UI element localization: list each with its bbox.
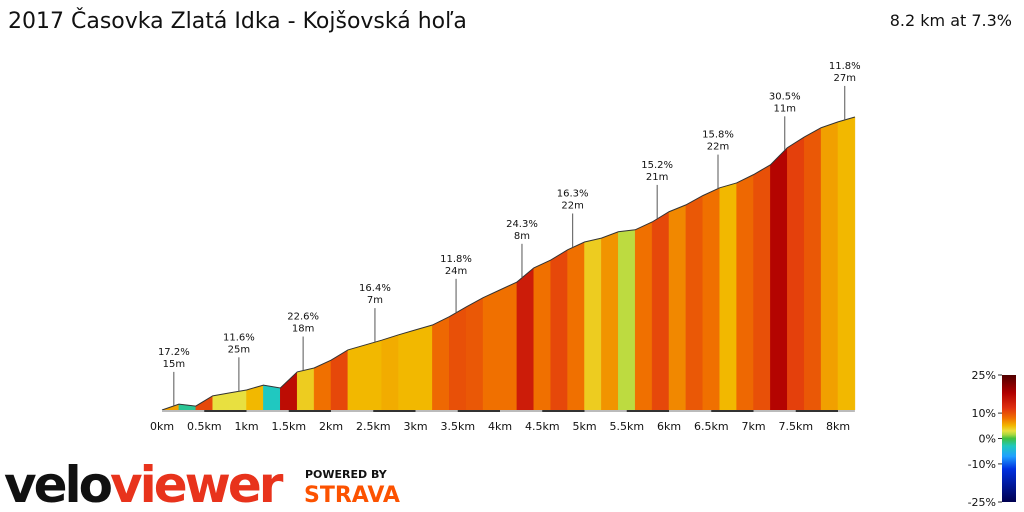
x-tick-label: 8km xyxy=(826,420,850,433)
profile-segment xyxy=(280,371,298,411)
profile-segment xyxy=(263,384,281,411)
profile-segment xyxy=(567,241,585,411)
profile-segment xyxy=(432,316,450,411)
x-tick-label: 0.5km xyxy=(187,420,222,433)
x-tick-label: 3.5km xyxy=(440,420,475,433)
profile-segment xyxy=(550,249,568,411)
profile-segment xyxy=(364,339,382,411)
profile-segment xyxy=(702,187,720,411)
x-tick-label: 4.5km xyxy=(525,420,560,433)
profile-segment xyxy=(398,329,416,411)
profile-segment xyxy=(753,164,771,411)
logo-part: velo xyxy=(4,456,112,512)
colorbar-tick-label: 25% xyxy=(972,369,996,382)
x-tick-label: 4km xyxy=(488,420,512,433)
annotation-length: 24m xyxy=(445,266,467,277)
annotation-grade: 24.3% xyxy=(506,219,538,230)
profile-segment xyxy=(719,182,737,411)
annotation-length: 21m xyxy=(646,172,668,183)
profile-segment xyxy=(465,297,484,411)
annotation-grade: 30.5% xyxy=(769,91,801,102)
colorbar-tick-label: 10% xyxy=(972,407,996,420)
x-tick-label: 7.5km xyxy=(778,420,813,433)
powered-by: POWERED BY xyxy=(305,468,388,481)
annotation-length: 27m xyxy=(834,73,856,84)
profile-segment xyxy=(533,259,551,411)
x-tick-label: 1km xyxy=(234,420,258,433)
annotation-grade: 16.4% xyxy=(359,283,391,294)
profile-segment xyxy=(482,289,501,411)
strava: STRAVA xyxy=(304,483,400,508)
profile-segment xyxy=(195,395,213,411)
annotation-grade: 11.8% xyxy=(440,254,472,265)
annotation-grade: 11.6% xyxy=(223,332,255,343)
profile-segment xyxy=(685,195,704,411)
colorbar-tick-label: -10% xyxy=(968,458,996,471)
logo: veloviewer xyxy=(4,456,284,512)
x-tick-label: 6.5km xyxy=(694,420,729,433)
profile-segment xyxy=(787,136,805,411)
profile-segment xyxy=(736,174,754,411)
colorbar-tick-label: -25% xyxy=(968,496,996,509)
title: 2017 Časovka Zlatá Idka - Kojšovská hoľa xyxy=(8,8,467,34)
annotation-grade: 15.2% xyxy=(641,160,673,171)
profile-segment xyxy=(601,231,619,411)
annotation-length: 22m xyxy=(707,142,729,153)
profile-segment xyxy=(313,359,332,411)
colorbar xyxy=(1002,375,1016,502)
x-tick-label: 3km xyxy=(403,420,427,433)
profile-segment xyxy=(499,281,518,411)
annotation-length: 11m xyxy=(774,103,796,114)
profile-segment xyxy=(449,306,467,411)
profile-segment xyxy=(668,204,687,411)
profile-segment xyxy=(229,389,247,411)
profile-segment xyxy=(634,221,653,411)
annotation-length: 22m xyxy=(561,200,583,211)
profile-segment xyxy=(803,127,822,411)
profile-segment xyxy=(770,147,788,411)
annotation-length: 18m xyxy=(292,324,314,335)
annotation-length: 25m xyxy=(228,344,250,355)
profile-segment xyxy=(837,116,856,411)
x-tick-label: 2km xyxy=(319,420,343,433)
x-tick-label: 5.5km xyxy=(609,420,644,433)
annotation-length: 7m xyxy=(367,295,383,306)
annotation-length: 15m xyxy=(163,359,185,370)
profile-segment xyxy=(415,324,433,411)
profile-line xyxy=(161,116,856,411)
logo-part: viewer xyxy=(110,456,284,512)
annotation-grade: 11.8% xyxy=(829,61,861,72)
profile-segment xyxy=(516,267,535,411)
x-tick-label: 7km xyxy=(741,420,765,433)
x-tick-label: 6km xyxy=(657,420,681,433)
annotation-grade: 22.6% xyxy=(287,312,319,323)
annotation-grade: 17.2% xyxy=(158,347,190,358)
summary: 8.2 km at 7.3% xyxy=(890,11,1012,30)
x-tick-label: 5km xyxy=(572,420,596,433)
annotation-grade: 16.3% xyxy=(557,188,589,199)
profile-segment xyxy=(347,344,366,411)
profile-segment xyxy=(820,121,839,411)
profile-segment xyxy=(296,367,315,411)
profile-segment xyxy=(651,211,670,411)
annotation-length: 8m xyxy=(514,231,530,242)
annotation-grade: 15.8% xyxy=(702,130,734,141)
profile-segment xyxy=(618,229,636,411)
colorbar-tick-label: 0% xyxy=(979,433,996,446)
profile-segment xyxy=(584,237,602,411)
x-tick-label: 0km xyxy=(150,420,174,433)
x-tick-label: 2.5km xyxy=(356,420,391,433)
x-tick-label: 1.5km xyxy=(271,420,306,433)
profile-segment xyxy=(381,334,399,411)
